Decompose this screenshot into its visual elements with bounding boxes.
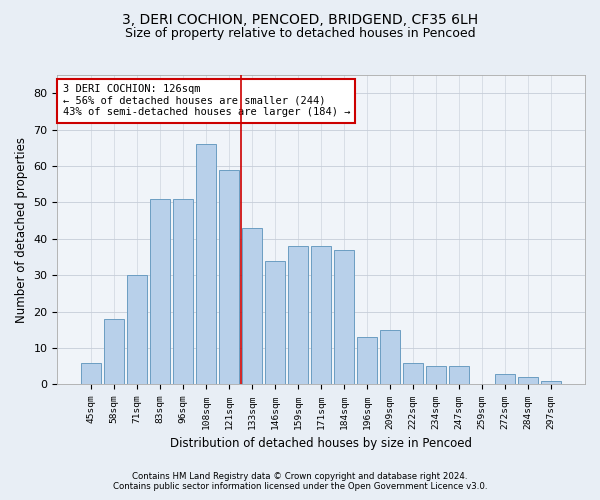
Bar: [82, 362, 101, 384]
Bar: [151, 199, 170, 384]
Bar: [289, 246, 308, 384]
Bar: [496, 374, 515, 384]
Bar: [220, 170, 239, 384]
Bar: [403, 362, 423, 384]
Bar: [173, 199, 193, 384]
Bar: [449, 366, 469, 384]
Bar: [127, 275, 147, 384]
Text: Contains HM Land Registry data © Crown copyright and database right 2024.: Contains HM Land Registry data © Crown c…: [132, 472, 468, 481]
Bar: [104, 319, 124, 384]
Bar: [334, 250, 354, 384]
Bar: [380, 330, 400, 384]
Bar: [541, 381, 561, 384]
Bar: [518, 377, 538, 384]
Y-axis label: Number of detached properties: Number of detached properties: [15, 136, 28, 322]
Text: 3, DERI COCHION, PENCOED, BRIDGEND, CF35 6LH: 3, DERI COCHION, PENCOED, BRIDGEND, CF35…: [122, 12, 478, 26]
Bar: [358, 337, 377, 384]
Text: Contains public sector information licensed under the Open Government Licence v3: Contains public sector information licen…: [113, 482, 487, 491]
X-axis label: Distribution of detached houses by size in Pencoed: Distribution of detached houses by size …: [170, 437, 472, 450]
Bar: [196, 144, 216, 384]
Bar: [265, 260, 285, 384]
Text: 3 DERI COCHION: 126sqm
← 56% of detached houses are smaller (244)
43% of semi-de: 3 DERI COCHION: 126sqm ← 56% of detached…: [62, 84, 350, 117]
Bar: [242, 228, 262, 384]
Bar: [311, 246, 331, 384]
Bar: [427, 366, 446, 384]
Text: Size of property relative to detached houses in Pencoed: Size of property relative to detached ho…: [125, 28, 475, 40]
